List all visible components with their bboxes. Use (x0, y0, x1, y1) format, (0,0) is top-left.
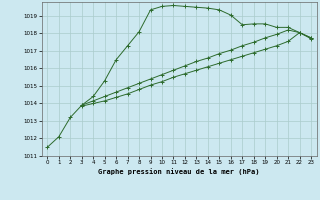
X-axis label: Graphe pression niveau de la mer (hPa): Graphe pression niveau de la mer (hPa) (99, 168, 260, 175)
